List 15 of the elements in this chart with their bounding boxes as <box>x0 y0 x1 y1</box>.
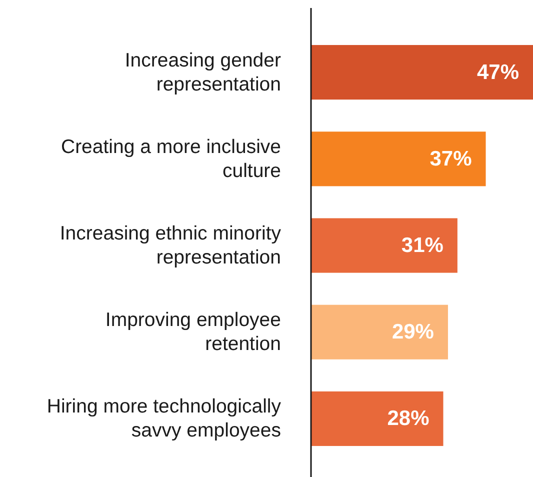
y-tick-label: Hiring more technologically savvy employees <box>46 396 282 442</box>
bar <box>311 132 486 186</box>
data-label: 37% <box>430 147 472 170</box>
data-label: 28% <box>387 407 430 430</box>
bar <box>311 391 444 446</box>
data-label: 31% <box>401 234 444 257</box>
bar <box>311 218 458 273</box>
y-tick-label: Increasing ethnic minority representation <box>60 222 282 268</box>
data-label: 47% <box>476 60 520 84</box>
bar <box>311 45 533 100</box>
y-tick-label: Increasing gender representation <box>124 49 282 96</box>
y-tick-label: Creating a more inclusive culture <box>60 136 281 182</box>
data-label: 29% <box>392 320 434 344</box>
y-tick-label: Improving employee retention <box>105 309 281 356</box>
bar <box>311 304 448 360</box>
